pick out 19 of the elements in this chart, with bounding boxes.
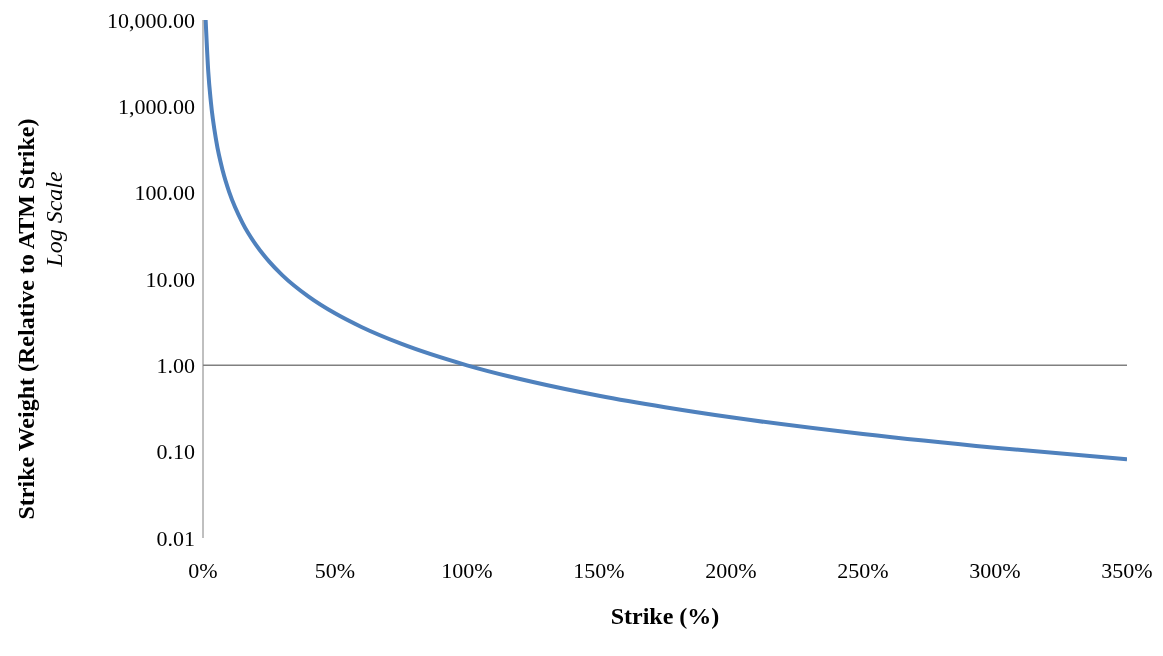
y-axis-title: Strike Weight (Relative to ATM Strike) xyxy=(13,118,39,520)
x-axis-title: Strike (%) xyxy=(610,603,720,629)
x-tick-label: 250% xyxy=(837,557,889,583)
x-tick-label: 0% xyxy=(188,557,218,583)
x-tick-label: 50% xyxy=(314,557,356,583)
x-tick-label: 100% xyxy=(441,557,493,583)
y-tick-label: 10,000.00 xyxy=(107,7,195,33)
x-tick-label: 350% xyxy=(1101,557,1153,583)
x-tick-label: 200% xyxy=(705,557,757,583)
line-series xyxy=(203,20,1127,462)
x-tick-label: 150% xyxy=(573,557,625,583)
y-tick-label: 0.01 xyxy=(156,525,195,551)
text: Log Scale xyxy=(41,171,67,268)
y-tick-label: 1,000.00 xyxy=(118,94,195,120)
y-tick-label: 100.00 xyxy=(134,180,195,206)
y-tick-label: 0.10 xyxy=(156,439,195,465)
y-tick-label: 1.00 xyxy=(156,353,195,379)
y-tick-label: 10.00 xyxy=(145,266,195,292)
x-tick-label: 300% xyxy=(969,557,1021,583)
